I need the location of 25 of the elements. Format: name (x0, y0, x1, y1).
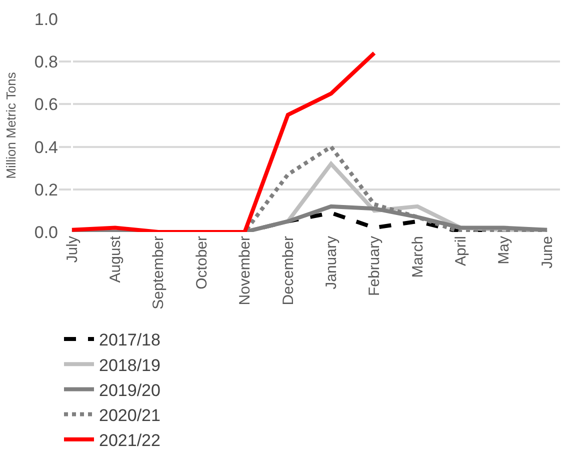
x-tick-label: April (452, 236, 470, 266)
x-tick-label: October (193, 236, 210, 290)
y-tick-label: 0.8 (34, 52, 58, 72)
y-tick-label: 0.2 (34, 180, 58, 200)
y-tick-label: 0.4 (34, 138, 58, 157)
x-tick-label: January (322, 236, 340, 290)
x-tick-label: August (107, 235, 124, 283)
x-tick-label: September (150, 236, 168, 310)
x-tick-label: June (538, 236, 556, 269)
x-tick-label: May (496, 236, 513, 264)
y-tick-label: 0.0 (34, 222, 58, 242)
x-tick-label: February (366, 236, 384, 296)
line-series (70, 51, 376, 232)
y-axis-title: Million Metric Tons (3, 72, 18, 179)
legend-label: 2021/22 (99, 431, 160, 450)
legend-label: 2020/21 (99, 406, 160, 425)
x-tick-label: July (64, 236, 81, 263)
legend-label: 2018/19 (99, 356, 160, 375)
y-tick-label: 1.0 (34, 10, 58, 29)
y-tick-label: 0.6 (34, 95, 58, 114)
x-tick-label: March (409, 236, 426, 278)
x-tick-label: November (236, 236, 254, 306)
legend-label: 2017/18 (99, 330, 160, 350)
x-tick-label: December (280, 236, 297, 306)
legend-label: 2019/20 (99, 380, 160, 400)
